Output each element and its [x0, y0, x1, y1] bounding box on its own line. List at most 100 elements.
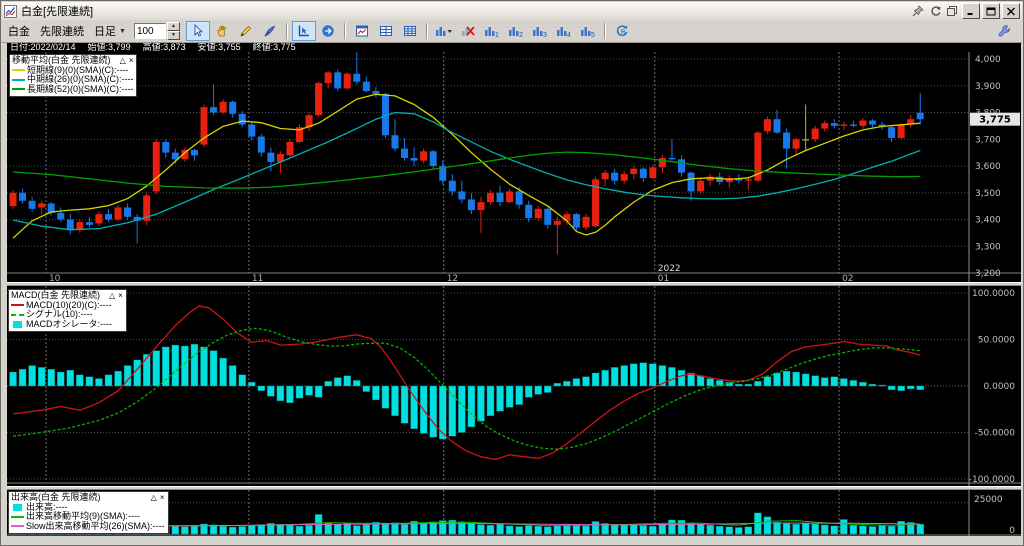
- svg-text:25000: 25000: [974, 495, 1003, 505]
- window-title: 白金[先限連続]: [21, 6, 94, 18]
- indicator-slot-2-button[interactable]: 2: [504, 21, 528, 41]
- legend-close-icon[interactable]: ×: [118, 291, 123, 301]
- indicator-slot-3-button[interactable]: 3: [528, 21, 552, 41]
- spin-up-icon[interactable]: ▲: [166, 22, 180, 31]
- select-cursor-button[interactable]: [185, 21, 210, 41]
- new-chart-window-button[interactable]: [350, 21, 374, 41]
- info-date: 日付:2022/02/14: [10, 43, 76, 52]
- spin-down-icon[interactable]: ▼: [166, 31, 180, 40]
- macd-chart[interactable]: 100.0000 50.0000 0.0000 -50.0000 -100.0000: [7, 286, 1021, 486]
- window-left-edge: [1, 43, 7, 536]
- moving-average-legend: 移動平均(白金 先限連続) △ × 短期線(9)(0)(SMA)(C):---- 中期線…: [9, 54, 138, 97]
- legend-minimize-icon[interactable]: △: [150, 493, 157, 503]
- svg-text:3,500: 3,500: [975, 189, 1001, 199]
- info-low: 安値:3,755: [197, 43, 241, 52]
- scroll-to-latest-button[interactable]: [316, 21, 340, 41]
- svg-text:50.0000: 50.0000: [978, 336, 1015, 346]
- volume-legend-item: Slow出来高移動平均(26)(SMA):----: [11, 521, 165, 532]
- svg-text:3,900: 3,900: [975, 82, 1001, 92]
- macd-legend-title: MACD(白金 先限連続): [11, 290, 100, 300]
- volume-legend: 出来高(白金 先限連続) △ × 出来高:---- 出来高移動平均(9)(SMA):--…: [8, 491, 169, 534]
- svg-text:4,000: 4,000: [975, 55, 1001, 65]
- ma-legend-swatch-icon: [12, 88, 25, 91]
- close-button[interactable]: [1002, 3, 1020, 19]
- settings-wrench-icon[interactable]: [992, 21, 1016, 41]
- ma-legend-title: 移動平均(白金 先限連続): [12, 55, 111, 65]
- toolbar-separator: [285, 23, 288, 39]
- sync-icon[interactable]: [927, 4, 943, 18]
- volume-legend-item-label: 出来高移動平均(9)(SMA):----: [26, 511, 140, 521]
- svg-text:3,775: 3,775: [979, 115, 1011, 126]
- svg-text:0.0000: 0.0000: [984, 382, 1016, 392]
- indicator-slot-1-button[interactable]: 1: [480, 21, 504, 41]
- svg-text:01: 01: [658, 274, 669, 282]
- grid-dense-button[interactable]: [398, 21, 422, 41]
- ma-legend-item-label: 中期線(26)(0)(SMA)(C):----: [27, 74, 134, 84]
- minimize-button[interactable]: [962, 3, 980, 19]
- ma-legend-item-label: 長期線(52)(0)(SMA)(C):----: [27, 83, 134, 94]
- volume-chart[interactable]: 25000 0: [7, 490, 1021, 536]
- indicator-slot-5-button[interactable]: 5: [576, 21, 600, 41]
- pan-hand-button[interactable]: [210, 21, 234, 41]
- ma-legend-item: 短期線(9)(0)(SMA)(C):----: [12, 65, 133, 76]
- svg-text:-50.0000: -50.0000: [975, 429, 1016, 439]
- ma-legend-item: 中期線(26)(0)(SMA)(C):----: [12, 74, 134, 85]
- bar-count-spinner: ▲▼: [133, 22, 180, 40]
- svg-text:5: 5: [591, 32, 595, 38]
- svg-text:2022: 2022: [658, 264, 681, 274]
- draw-pencil-button[interactable]: [234, 21, 258, 41]
- macd-legend-item: シグナル(10):----: [11, 309, 123, 320]
- price-chart[interactable]: 101112010220224,0003,9003,8003,7003,6003…: [7, 52, 1021, 282]
- info-high: 高値:3,873: [142, 43, 186, 52]
- chart-app-icon: [4, 4, 17, 18]
- pin-icon[interactable]: [910, 4, 926, 18]
- svg-text:0: 0: [1009, 526, 1015, 536]
- window-bottom-edge: [1, 536, 1023, 545]
- macd-legend-item: MACD(10)(20)(C):----: [11, 299, 123, 311]
- macd-legend-item-label: MACD(10)(20)(C):----: [26, 299, 112, 310]
- panel-splitter[interactable]: [1, 486, 1023, 490]
- remove-indicator-button[interactable]: [456, 21, 480, 41]
- svg-text:-100.0000: -100.0000: [969, 475, 1015, 485]
- svg-text:100.0000: 100.0000: [972, 289, 1015, 299]
- volume-legend-item-label: 出来高:----: [26, 501, 68, 512]
- window-right-edge: [1021, 43, 1023, 536]
- toolbar-separator: [603, 23, 606, 39]
- info-close: 終値:3,775: [252, 43, 296, 52]
- toolbar-separator: [343, 23, 346, 39]
- panel-splitter[interactable]: [1, 282, 1023, 286]
- legend-close-icon[interactable]: ×: [159, 493, 165, 503]
- svg-text:3,700: 3,700: [975, 135, 1001, 145]
- macd-legend-item-label: シグナル(10):----: [26, 309, 93, 319]
- volume-legend-item: 出来高移動平均(9)(SMA):----: [11, 511, 165, 522]
- macd-legend: MACD(白金 先限連続) △ × MACD(10)(20)(C):---- シグナル(…: [8, 289, 127, 332]
- refresh-button[interactable]: R: [610, 21, 634, 41]
- svg-text:3,200: 3,200: [975, 269, 1001, 279]
- symbol-label[interactable]: 白金: [8, 26, 30, 38]
- chevron-down-icon: ▼: [119, 27, 126, 35]
- toolbar: 白金 先限連続 日足▼ ▲▼: [2, 20, 1022, 43]
- bar-count-input[interactable]: [133, 23, 166, 39]
- indicator-slot-4-button[interactable]: 4: [552, 21, 576, 41]
- legend-minimize-icon[interactable]: △: [109, 291, 116, 301]
- svg-text:3: 3: [543, 32, 547, 38]
- grid-layout-button[interactable]: [374, 21, 398, 41]
- timeframe-dropdown[interactable]: 日足 ▼: [94, 26, 126, 38]
- macd-legend-item-label: MACDオシレータ:----: [26, 318, 112, 329]
- chart-pointer-button[interactable]: [291, 21, 316, 41]
- add-indicator-dropdown-button[interactable]: [432, 21, 456, 41]
- macd-legend-item: MACDオシレータ:----: [11, 318, 123, 330]
- contract-label[interactable]: 先限連続: [40, 26, 84, 38]
- maximize-button[interactable]: [982, 3, 1000, 19]
- copy-window-icon[interactable]: [944, 4, 960, 18]
- legend-minimize-icon[interactable]: △: [119, 56, 126, 66]
- legend-close-icon[interactable]: ×: [128, 56, 134, 66]
- volume-legend-title: 出来高(白金 先限連続): [11, 492, 101, 502]
- spinner-buttons[interactable]: ▲ ▼: [166, 22, 180, 40]
- ma-legend-swatch-icon: [12, 78, 25, 81]
- ma-legend-item: 長期線(52)(0)(SMA)(C):----: [12, 83, 134, 95]
- draw-quill-button[interactable]: [258, 21, 282, 41]
- info-open: 始値:3,799: [87, 43, 131, 52]
- macd-legend-swatch-icon: [11, 313, 24, 316]
- svg-text:3,600: 3,600: [975, 162, 1001, 172]
